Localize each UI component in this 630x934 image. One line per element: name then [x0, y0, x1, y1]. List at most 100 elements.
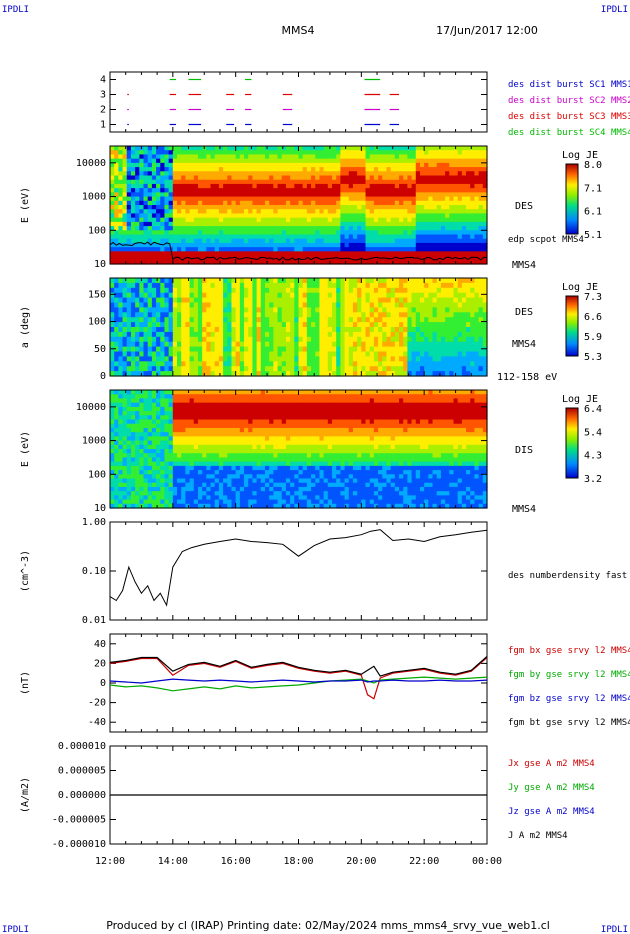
des_energy-cell — [453, 226, 459, 231]
des_energy-cell — [260, 259, 266, 265]
des_energy-cell — [457, 192, 463, 198]
des_pitch-cell — [252, 366, 258, 372]
dis_energy-cell — [143, 423, 149, 429]
des_energy-cell — [440, 259, 446, 265]
des_energy-cell — [206, 196, 212, 202]
des_pitch-cell — [302, 278, 308, 284]
des_pitch-cell — [206, 336, 212, 343]
des_pitch-cell — [273, 351, 279, 357]
des_energy-cell — [168, 183, 174, 189]
des_pitch-cell — [390, 317, 396, 323]
des_pitch-cell — [419, 371, 425, 377]
des_energy-cell — [202, 213, 207, 219]
des_energy-cell — [151, 175, 157, 181]
des_pitch-cell — [210, 361, 216, 367]
des_pitch-cell — [164, 312, 170, 318]
des_energy-cell — [260, 217, 266, 223]
des_energy-cell — [130, 255, 136, 261]
des_pitch-cell — [357, 287, 362, 294]
des_energy-cell — [147, 158, 153, 164]
des_pitch-cell — [135, 292, 140, 299]
des_pitch-y-tick-label: 0 — [100, 371, 106, 382]
des_pitch-cell — [306, 307, 312, 313]
des_pitch-cell — [348, 302, 354, 308]
des_energy-cell — [218, 175, 224, 181]
des_energy-cell — [143, 259, 149, 265]
des_energy-cell — [139, 192, 145, 198]
des_pitch-cell — [248, 351, 254, 357]
des_pitch-cell — [436, 351, 442, 357]
des_pitch-cell — [177, 351, 182, 357]
des_pitch-cell — [470, 317, 476, 323]
des_energy-cell — [160, 183, 166, 189]
des_energy-cell — [424, 158, 429, 164]
des_pitch-cell — [474, 371, 480, 377]
des_energy-cell — [223, 196, 228, 202]
des_energy-cell — [373, 158, 379, 164]
des_energy-cell — [319, 175, 325, 181]
des_energy-cell — [181, 154, 186, 160]
des_energy-cell — [122, 154, 128, 160]
des_pitch-cell — [319, 312, 325, 318]
des_energy-cell — [172, 171, 178, 177]
des_energy-cell — [306, 205, 312, 210]
des_pitch-cell — [411, 331, 417, 338]
des_pitch-cell — [277, 366, 283, 372]
des_energy-cell — [344, 205, 350, 210]
des_pitch-cell — [281, 302, 287, 308]
des_pitch-cell — [197, 322, 203, 328]
des_pitch-cell — [202, 356, 207, 362]
des_energy-cell — [118, 150, 124, 156]
dis_energy-cell — [126, 427, 132, 433]
des_pitch-cell — [453, 331, 459, 338]
des_pitch-cell — [478, 346, 484, 353]
des_energy-cell — [461, 221, 467, 227]
des_energy-cell — [403, 162, 409, 168]
des_energy-cell — [227, 238, 233, 244]
des_energy-cell — [252, 158, 258, 164]
des_energy-cell — [239, 242, 245, 248]
des_pitch-cell — [419, 361, 425, 367]
des_energy-cell — [231, 226, 237, 231]
dis_energy-cell — [160, 482, 166, 488]
des_pitch-cell — [332, 302, 337, 308]
des_energy-cell — [185, 205, 191, 210]
des_energy-cell — [306, 230, 312, 236]
des_energy-cell — [361, 154, 367, 160]
des_energy-cell — [252, 200, 258, 206]
des_energy-cell — [160, 217, 166, 223]
des_energy-cell — [466, 247, 471, 252]
des_energy-cell — [206, 209, 212, 215]
des_energy-cell — [436, 217, 442, 223]
des_pitch-cell — [411, 356, 417, 362]
des_energy-cell — [118, 251, 124, 257]
des_energy-cell — [382, 167, 388, 172]
des_pitch-cell — [415, 292, 421, 299]
des_pitch-cell — [403, 356, 409, 362]
des_energy-cell — [281, 158, 287, 164]
des_pitch-cell — [407, 292, 413, 299]
des_pitch-cell — [269, 317, 274, 323]
des_energy-cell — [210, 192, 216, 198]
des_pitch-cell — [315, 312, 321, 318]
des_pitch-cell — [181, 278, 186, 284]
des_energy-cell — [118, 242, 124, 248]
des_pitch-cell — [424, 371, 429, 377]
des_energy-cell — [466, 171, 471, 177]
des_energy-cell — [474, 217, 480, 223]
des_energy-cell — [135, 221, 140, 227]
des_energy-cell — [126, 259, 132, 265]
burst-legend-mms4: des dist burst SC4 MMS4 — [508, 128, 630, 138]
des_energy-cell — [365, 188, 371, 193]
des_energy-cell — [143, 196, 149, 202]
des_pitch-cell — [172, 371, 178, 377]
des_pitch-cell — [302, 361, 308, 367]
des_energy-cell — [206, 251, 212, 257]
des_energy-cell — [126, 234, 132, 240]
des_pitch-cell — [244, 336, 249, 343]
des_pitch-cell — [256, 278, 262, 284]
des_energy-cell — [210, 162, 216, 168]
des_energy-cell — [260, 213, 266, 219]
des_energy-cell — [164, 209, 170, 215]
dis_energy-cell — [147, 486, 153, 492]
